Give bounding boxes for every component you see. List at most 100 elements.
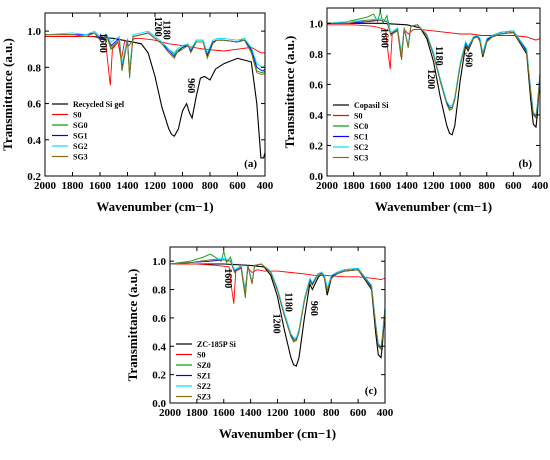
legend-label: S0: [354, 112, 362, 121]
x-tick-label: 800: [479, 180, 496, 192]
peak-annotation: 960: [462, 52, 473, 67]
legend-label: SC0: [354, 122, 368, 131]
x-tick-label: 1400: [396, 180, 419, 192]
x-tick-label: 1600: [369, 180, 392, 192]
y-tick-label: 1.0: [309, 18, 323, 30]
x-tick-label: 400: [377, 407, 394, 419]
peak-annotation: 1600: [379, 28, 390, 48]
legend-label: SC2: [354, 143, 368, 152]
legend-label: SC1: [354, 133, 368, 142]
y-tick-label: 1.0: [27, 26, 41, 38]
x-tick-label: 600: [350, 407, 367, 419]
series-line-sg2: [45, 30, 265, 70]
legend-label: SG1: [73, 132, 88, 141]
x-tick-label: 2000: [34, 180, 57, 192]
peak-annotation: 1200: [152, 17, 163, 37]
series-line-sz1: [170, 259, 385, 349]
legend-label: ZC-185P Si: [197, 340, 237, 349]
series-line-sz2: [170, 257, 385, 348]
chart-panel-a: 2000 1800 1600 1400 1200 1000 800 600 400 0.2 0.4 0…: [0, 12, 274, 214]
y-axis-title: Transmittance (a.u.): [282, 36, 297, 149]
legend-label: SZ3: [197, 393, 211, 402]
x-tick-label: 600: [505, 180, 522, 192]
x-tick-label: 2000: [159, 407, 182, 419]
y-tick-label: 0.6: [152, 313, 166, 325]
x-tick-label: 800: [323, 407, 340, 419]
y-tick-label: 0.6: [309, 79, 323, 91]
y-tick-label: 0.0: [152, 398, 166, 410]
peak-annotation: 1600: [222, 268, 233, 288]
series-line-sg3: [45, 32, 265, 77]
x-tick-label: 1000: [293, 407, 316, 419]
x-tick-label: 1000: [449, 180, 472, 192]
x-tick-label: 1200: [423, 180, 446, 192]
y-tick-label: 0.4: [152, 341, 166, 353]
legend-label: SG2: [73, 142, 88, 151]
y-tick-label: 0.0: [309, 171, 323, 183]
y-tick-label: 0.8: [27, 62, 41, 74]
peak-annotation: 960: [185, 78, 196, 93]
x-tick-label: 600: [229, 180, 246, 192]
y-axis-title: Transmittance (a.u.): [125, 269, 140, 382]
legend-label: S0: [73, 111, 81, 120]
y-tick-label: 0.2: [309, 140, 323, 152]
panel-label: (a): [244, 158, 257, 170]
x-tick-label: 1800: [186, 407, 209, 419]
series-line-sz0: [170, 251, 385, 351]
peak-annotation: 1600: [97, 33, 108, 53]
y-tick-label: 0.4: [27, 135, 41, 147]
x-tick-label: 800: [202, 180, 219, 192]
y-tick-label: 1.0: [152, 256, 166, 268]
peak-annotation: 1180: [160, 20, 171, 39]
chart-panel-b: 2000 1800 1600 1400 1200 1000 800 600 4000.00.20…: [282, 7, 549, 214]
series-line-recycled-si-gel: [45, 35, 265, 159]
panel-label: (c): [365, 385, 378, 397]
x-tick-label: 1200: [144, 180, 167, 192]
peak-annotation: 1200: [425, 69, 436, 89]
y-tick-label: 0.2: [152, 370, 166, 382]
x-tick-label: 1800: [343, 180, 366, 192]
y-tick-label: 0.8: [309, 49, 323, 61]
legend-label: SG0: [73, 121, 88, 130]
legend-label: Recycled Si gel: [73, 100, 125, 109]
x-tick-label: 1600: [213, 407, 236, 419]
legend-label: SC3: [354, 154, 368, 163]
x-tick-label: 1400: [240, 407, 263, 419]
y-tick-label: 0.6: [27, 99, 41, 111]
legend-label: S0: [197, 351, 205, 360]
x-tick-label: 1400: [117, 180, 140, 192]
y-tick-label: 0.4: [309, 110, 323, 122]
chart-panel-c: 2000 1800 1600 1400 1200 1000 800 600 4000.00.20…: [125, 246, 394, 441]
peak-annotation: 1180: [283, 292, 294, 311]
y-tick-label: 0.2: [27, 171, 41, 183]
legend-label: SZ0: [197, 361, 211, 370]
x-tick-label: 400: [257, 180, 274, 192]
panel-label: (b): [519, 158, 533, 170]
series-line-sc2: [327, 18, 540, 116]
peak-annotation: 1180: [433, 46, 444, 65]
x-tick-label: 1800: [62, 180, 85, 192]
legend-label: SZ1: [197, 372, 211, 381]
x-axis-title: Wavenumber (cm−1): [219, 426, 336, 441]
series-line-s0: [327, 24, 540, 70]
legend-label: Copasil Si: [354, 101, 389, 110]
series-line-sc3: [327, 19, 540, 120]
legend-label: SG3: [73, 153, 88, 162]
x-tick-label: 1200: [267, 407, 290, 419]
x-tick-label: 1600: [89, 180, 112, 192]
series-line-s0: [45, 36, 265, 86]
series-line-sz3: [170, 259, 385, 351]
x-axis-title: Wavenumber (cm−1): [96, 199, 213, 214]
x-tick-label: 400: [532, 180, 549, 192]
peak-annotation: 1200: [270, 314, 281, 334]
y-axis-title: Transmittance (a.u.): [0, 38, 15, 151]
y-tick-label: 0.8: [152, 285, 166, 297]
legend-label: SZ2: [197, 382, 211, 391]
series-line-s0: [170, 263, 385, 304]
x-axis-title: Wavenumber (cm−1): [375, 199, 492, 214]
x-tick-label: 2000: [316, 180, 339, 192]
